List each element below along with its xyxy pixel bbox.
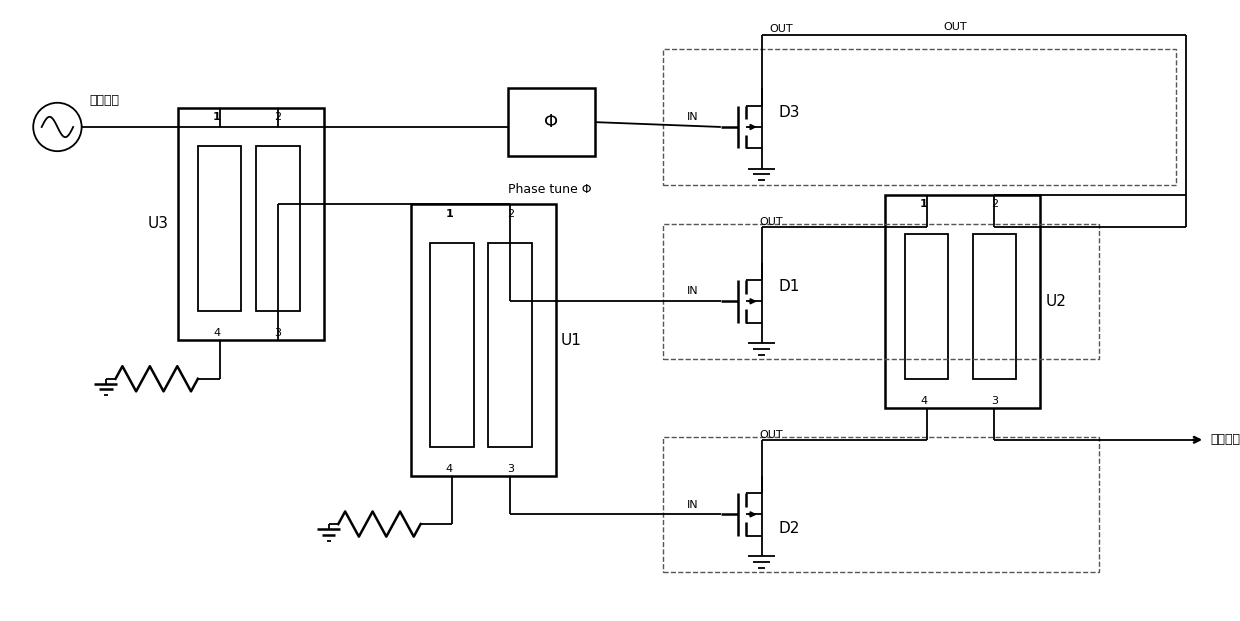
- Bar: [410, 204, 557, 476]
- Bar: [885, 195, 1040, 408]
- Text: 3: 3: [507, 464, 513, 474]
- Text: OUT: OUT: [944, 22, 967, 32]
- Text: OUT: OUT: [759, 217, 782, 227]
- Text: 1: 1: [920, 199, 928, 209]
- Bar: [255, 147, 300, 311]
- Text: IN: IN: [687, 112, 698, 122]
- Bar: [972, 233, 1017, 379]
- Bar: [198, 147, 242, 311]
- Text: 4: 4: [445, 464, 453, 474]
- Text: 2: 2: [274, 112, 281, 122]
- Text: U2: U2: [1045, 294, 1066, 309]
- Text: IN: IN: [687, 499, 698, 509]
- Text: U1: U1: [560, 332, 582, 348]
- Bar: [662, 50, 1176, 185]
- Bar: [507, 88, 595, 156]
- Bar: [662, 224, 1099, 360]
- Text: Phase tune Φ: Phase tune Φ: [507, 183, 591, 196]
- Text: D3: D3: [779, 105, 801, 120]
- Text: OUT: OUT: [769, 24, 792, 34]
- Bar: [489, 243, 532, 446]
- Bar: [905, 233, 949, 379]
- Text: 1: 1: [213, 112, 221, 122]
- Text: 4: 4: [213, 328, 221, 338]
- Text: OUT: OUT: [759, 430, 782, 440]
- Text: Φ: Φ: [544, 113, 558, 131]
- Text: 2: 2: [507, 209, 513, 219]
- Text: 3: 3: [274, 328, 281, 338]
- Text: D2: D2: [779, 522, 800, 537]
- Text: IN: IN: [687, 286, 698, 296]
- Text: 4: 4: [920, 396, 928, 406]
- Text: 输入信号: 输入信号: [89, 94, 119, 107]
- Bar: [662, 437, 1099, 573]
- Text: U3: U3: [148, 216, 169, 231]
- Bar: [179, 107, 324, 340]
- Text: 1: 1: [445, 209, 453, 219]
- Text: D1: D1: [779, 279, 800, 294]
- Text: 输出信号: 输出信号: [1210, 433, 1240, 446]
- Bar: [430, 243, 474, 446]
- Text: 2: 2: [991, 199, 998, 209]
- Text: 3: 3: [991, 396, 998, 406]
